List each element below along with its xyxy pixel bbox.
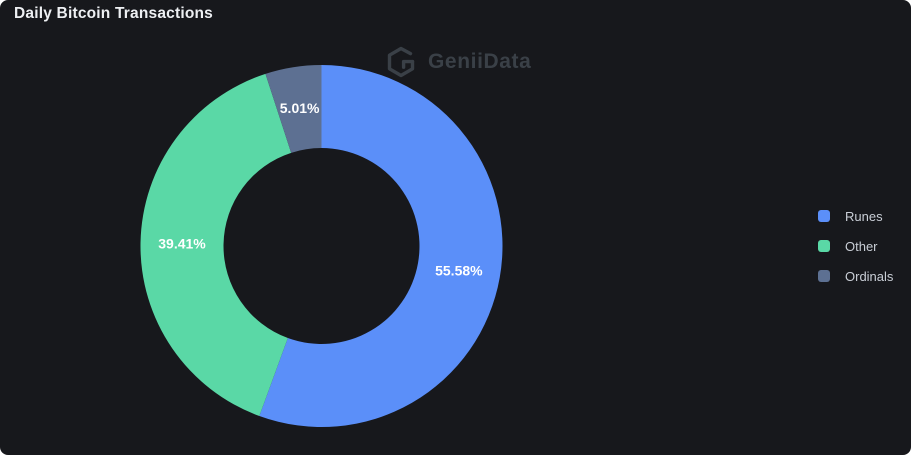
legend-item-other[interactable]: Other — [818, 231, 893, 261]
watermark-text: GeniiData — [428, 50, 532, 73]
legend-label: Ordinals — [845, 268, 894, 284]
pie-slice-ordinals[interactable] — [265, 65, 322, 153]
page-title: Daily Bitcoin Transactions — [14, 5, 214, 22]
chart-legend: Runes Other Ordinals — [818, 201, 893, 291]
watermark: GeniiData — [383, 44, 531, 80]
legend-swatch — [818, 240, 830, 252]
legend-item-ordinals[interactable]: Ordinals — [818, 261, 893, 291]
legend-swatch — [818, 210, 830, 222]
legend-item-runes[interactable]: Runes — [818, 201, 893, 231]
legend-label: Runes — [845, 208, 883, 224]
legend-label: Other — [845, 238, 878, 254]
pie-slice-other[interactable] — [140, 73, 292, 416]
geniidata-logo-icon — [387, 46, 415, 78]
legend-swatch — [818, 270, 830, 282]
pie-slice-runes[interactable] — [259, 65, 503, 427]
